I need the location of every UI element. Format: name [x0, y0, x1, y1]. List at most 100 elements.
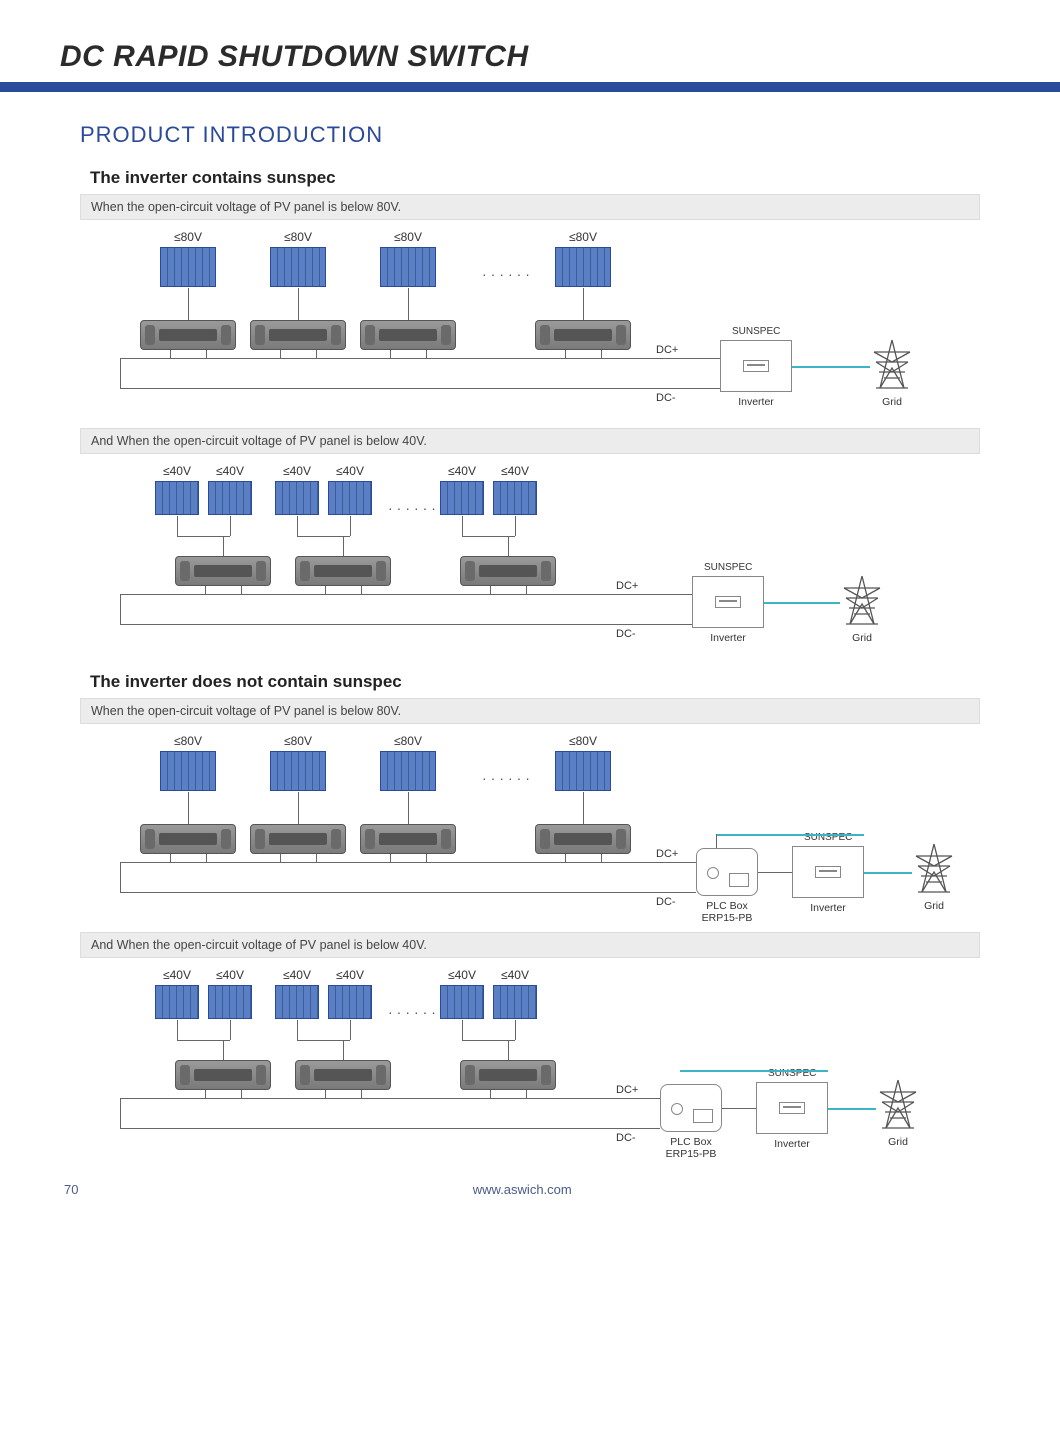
plc-model-label: ERP15-PB — [694, 912, 760, 924]
grid-label: Grid — [870, 396, 914, 408]
solar-panel-icon — [328, 481, 372, 515]
solar-panel-icon — [555, 751, 611, 791]
voltage-label: ≤40V — [493, 464, 537, 478]
ac-line — [764, 602, 840, 604]
inverter-box — [756, 1082, 828, 1134]
ac-line — [680, 1070, 828, 1072]
sunspec-label: SUNSPEC — [704, 562, 752, 573]
note-40v-2: And When the open-circuit voltage of PV … — [80, 932, 980, 958]
pv-panel: ≤80V — [555, 734, 611, 791]
inverter-label: Inverter — [792, 902, 864, 914]
pv-panel: ≤40V — [275, 464, 319, 515]
grid-pylon-icon — [870, 338, 914, 392]
rsd-unit — [295, 1060, 391, 1090]
inverter-label: Inverter — [720, 396, 792, 408]
rsd-unit — [460, 556, 556, 586]
solar-panel-icon — [155, 985, 199, 1019]
plc-box — [696, 848, 758, 896]
pv-panel: ≤40V — [155, 464, 199, 515]
pv-panel: ≤40V — [493, 464, 537, 515]
ellipsis: ······ — [482, 266, 534, 282]
rsd-unit — [250, 320, 346, 350]
inverter-label: Inverter — [756, 1138, 828, 1150]
voltage-label: ≤80V — [160, 734, 216, 748]
pv-panel: ≤80V — [380, 230, 436, 287]
solar-panel-icon — [555, 247, 611, 287]
voltage-label: ≤80V — [270, 734, 326, 748]
dc-minus-label: DC- — [656, 896, 676, 908]
voltage-label: ≤40V — [208, 464, 252, 478]
grid-pylon-icon — [840, 574, 884, 628]
grid-label: Grid — [912, 900, 956, 912]
pv-panel: ≤40V — [208, 464, 252, 515]
dc-plus-label: DC+ — [656, 344, 678, 356]
plc-box — [660, 1084, 722, 1132]
ac-line — [792, 366, 870, 368]
voltage-label: ≤40V — [275, 464, 319, 478]
voltage-label: ≤40V — [155, 968, 199, 982]
voltage-label: ≤80V — [160, 230, 216, 244]
solar-panel-icon — [440, 481, 484, 515]
plc-label: PLC Box — [658, 1136, 724, 1148]
title-rule — [0, 82, 1060, 92]
footer: 70 www.aswich.com — [60, 1182, 1000, 1197]
solar-panel-icon — [155, 481, 199, 515]
voltage-label: ≤40V — [208, 968, 252, 982]
solar-panel-icon — [160, 751, 216, 791]
solar-panel-icon — [160, 247, 216, 287]
subheading-1: The inverter contains sunspec — [90, 168, 1000, 188]
voltage-label: ≤80V — [555, 734, 611, 748]
solar-panel-icon — [275, 985, 319, 1019]
pv-panel: ≤40V — [155, 968, 199, 1019]
rsd-unit — [295, 556, 391, 586]
note-80v-2: When the open-circuit voltage of PV pane… — [80, 698, 980, 724]
ac-line — [716, 834, 864, 836]
solar-panel-icon — [493, 985, 537, 1019]
pv-panel: ≤40V — [328, 464, 372, 515]
diagram-plc-80v: ≤80V≤80V≤80V≤80V······DC+DC-PLC BoxERP15… — [80, 734, 980, 924]
ellipsis: ······ — [482, 770, 534, 786]
inverter-box — [792, 846, 864, 898]
pv-panel: ≤80V — [270, 230, 326, 287]
solar-panel-icon — [270, 247, 326, 287]
rsd-unit — [175, 556, 271, 586]
pv-panel: ≤40V — [493, 968, 537, 1019]
dc-plus-label: DC+ — [616, 580, 638, 592]
voltage-label: ≤40V — [328, 464, 372, 478]
grid-label: Grid — [876, 1136, 920, 1148]
inverter-label: Inverter — [692, 632, 764, 644]
inverter-box — [720, 340, 792, 392]
plc-label: PLC Box — [694, 900, 760, 912]
solar-panel-icon — [275, 481, 319, 515]
ac-line — [828, 1108, 876, 1110]
rsd-unit — [175, 1060, 271, 1090]
pv-panel: ≤40V — [275, 968, 319, 1019]
pv-panel: ≤80V — [380, 734, 436, 791]
voltage-label: ≤80V — [555, 230, 611, 244]
ellipsis: ······ — [388, 500, 440, 516]
voltage-label: ≤40V — [328, 968, 372, 982]
pv-panel: ≤40V — [208, 968, 252, 1019]
grid-pylon-icon — [876, 1078, 920, 1132]
sunspec-label: SUNSPEC — [732, 326, 780, 337]
rsd-unit — [535, 824, 631, 854]
inverter-box — [692, 576, 764, 628]
solar-panel-icon — [328, 985, 372, 1019]
dc-minus-label: DC- — [656, 392, 676, 404]
voltage-label: ≤80V — [270, 230, 326, 244]
solar-panel-icon — [208, 985, 252, 1019]
voltage-label: ≤40V — [440, 968, 484, 982]
solar-panel-icon — [380, 751, 436, 791]
pv-panel: ≤80V — [555, 230, 611, 287]
section-title: PRODUCT INTRODUCTION — [80, 122, 1000, 148]
pv-panel: ≤80V — [160, 734, 216, 791]
pv-panel: ≤80V — [160, 230, 216, 287]
note-80v-1: When the open-circuit voltage of PV pane… — [80, 194, 980, 220]
solar-panel-icon — [493, 481, 537, 515]
diagram-plc-40v: ≤40V≤40V≤40V≤40V≤40V≤40V······DC+DC-PLC … — [80, 968, 980, 1158]
voltage-label: ≤40V — [275, 968, 319, 982]
page-title: DC RAPID SHUTDOWN SWITCH — [60, 40, 1000, 74]
solar-panel-icon — [208, 481, 252, 515]
pv-panel: ≤40V — [328, 968, 372, 1019]
subheading-2: The inverter does not contain sunspec — [90, 672, 1000, 692]
